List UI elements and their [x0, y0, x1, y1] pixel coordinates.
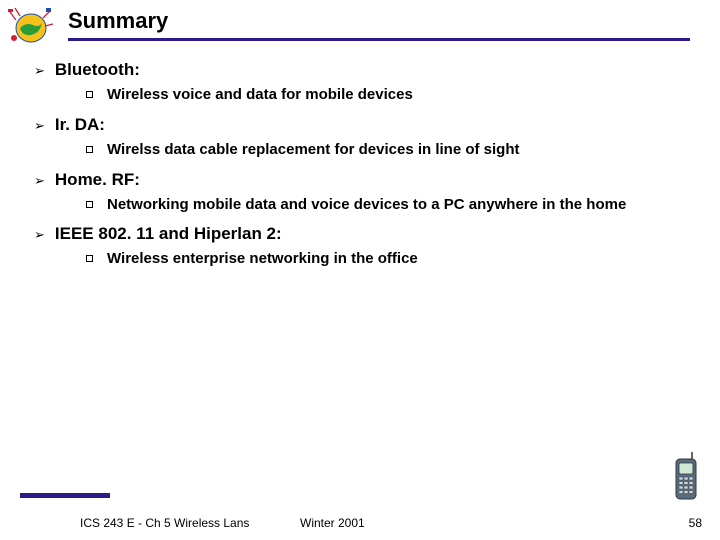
bullet-item: ➢ Bluetooth: Wireless voice and data for m… [34, 60, 694, 105]
globe-logo [8, 6, 54, 46]
sub-bullet-text: Wireless enterprise networking in the of… [107, 250, 418, 269]
bullet-item: ➢ Ir. DA:Wirelss data cable replacement f… [34, 115, 694, 160]
slide-title: Summary [68, 8, 168, 34]
phone-icon [672, 452, 700, 502]
bullet-item: ➢ IEEE 802. 11 and Hiperlan 2: Wireless en… [34, 224, 694, 269]
bullet-label: Home. RF: [55, 170, 140, 190]
sub-bullet-item: Wireless voice and data for mobile devic… [86, 86, 694, 105]
sub-bullet-text: Networking mobile data and voice devices… [107, 196, 626, 215]
footer-accent-bar [20, 493, 110, 498]
square-bullet-icon [86, 255, 93, 262]
square-bullet-icon [86, 201, 93, 208]
sub-bullet-item: Networking mobile data and voice devices… [86, 196, 694, 215]
content-area: ➢ Bluetooth: Wireless voice and data for m… [34, 60, 694, 279]
arrow-bullet-icon: ➢ [34, 118, 45, 134]
sub-bullet-text: Wirelss data cable replacement for devic… [107, 141, 520, 160]
footer: ICS 243 E - Ch 5 Wireless Lans Winter 20… [0, 506, 720, 540]
arrow-bullet-icon: ➢ [34, 173, 45, 189]
bullet-label: Ir. DA: [55, 115, 105, 135]
arrow-bullet-icon: ➢ [34, 227, 45, 243]
sub-bullet-text: Wireless voice and data for mobile devic… [107, 86, 413, 105]
square-bullet-icon [86, 91, 93, 98]
bullet-label: IEEE 802. 11 and Hiperlan 2: [55, 224, 282, 244]
bullet-item: ➢ Home. RF: Networking mobile data and voi… [34, 170, 694, 215]
footer-course: ICS 243 E - Ch 5 Wireless Lans [80, 516, 249, 530]
footer-term: Winter 2001 [300, 516, 365, 530]
sub-bullet-item: Wirelss data cable replacement for devic… [86, 141, 694, 160]
square-bullet-icon [86, 146, 93, 153]
sub-bullet-item: Wireless enterprise networking in the of… [86, 250, 694, 269]
bullet-label: Bluetooth: [55, 60, 140, 80]
footer-page-number: 58 [689, 516, 702, 530]
arrow-bullet-icon: ➢ [34, 63, 45, 79]
title-underline [68, 38, 690, 41]
slide: Summary ➢ Bluetooth: Wireless voice and da… [0, 0, 720, 540]
